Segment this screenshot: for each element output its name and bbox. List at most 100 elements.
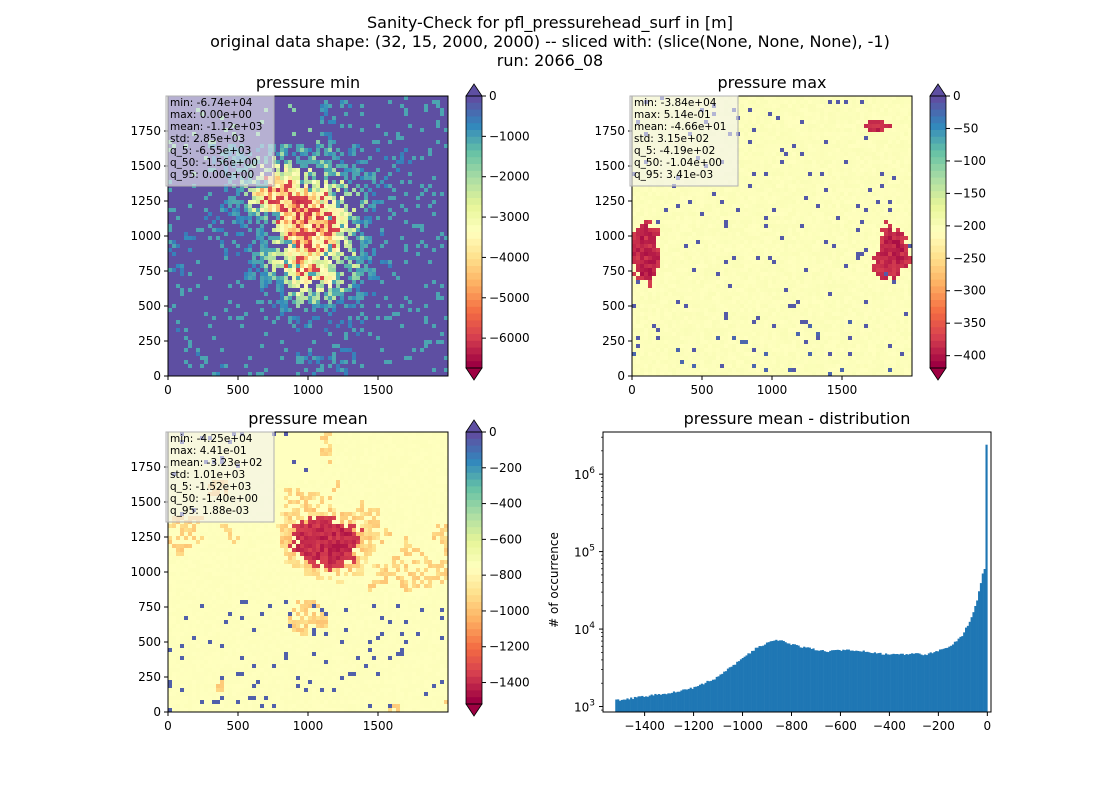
heatmap-cell [368,236,372,240]
heatmap-cell [228,340,232,344]
heatmap-cell [268,268,272,272]
heatmap-cell [352,228,356,232]
heatmap-cell [412,240,416,244]
heatmap-cell [256,200,260,204]
heatmap-cell [312,280,316,284]
heatmap-cell [260,224,264,228]
heatmap-cell [308,164,312,168]
heatmap-cell [392,104,396,108]
heatmap-cell [344,340,348,344]
heatmap-cell [420,184,424,188]
heatmap-cell [284,320,288,324]
heatmap-cell [332,176,336,180]
heatmap-cell [236,228,240,232]
heatmap-cell [272,204,276,208]
heatmap-cell [384,364,388,368]
heatmap-cell [236,272,240,276]
heatmap-cell [408,364,412,368]
heatmap-cell [352,300,356,304]
heatmap-cell [192,340,196,344]
heatmap-cell [220,200,224,204]
heatmap-cell [268,204,272,208]
heatmap-cell [396,344,400,348]
heatmap-cell [324,184,328,188]
heatmap-cell [440,344,444,348]
heatmap-cell [272,212,276,216]
heatmap-cell [396,136,400,140]
heatmap-cell [432,96,436,100]
heatmap-cell [364,176,368,180]
heatmap-cell [248,300,252,304]
heatmap-cell [212,236,216,240]
colorbar-segment [466,157,482,164]
heatmap-cell [432,116,436,120]
heatmap-cell [388,108,392,112]
heatmap-cell [316,180,320,184]
heatmap-cell [176,312,180,316]
heatmap-cell [244,320,248,324]
heatmap-cell [232,188,236,192]
heatmap-cell [432,240,436,244]
heatmap-cell [420,168,424,172]
heatmap-cell [264,272,268,276]
heatmap-cell [324,288,328,292]
heatmap-cell [300,192,304,196]
heatmap-cell [396,196,400,200]
heatmap-cell [168,336,172,340]
heatmap-cell [416,192,420,196]
heatmap-cell [320,156,324,160]
heatmap-cell [400,188,404,192]
heatmap-cell [176,356,180,360]
heatmap-cell [404,132,408,136]
heatmap-cell [296,264,300,268]
heatmap-cell [432,172,436,176]
heatmap-cell [440,316,444,320]
heatmap-cell [300,344,304,348]
heatmap-cell [208,228,212,232]
heatmap-cell [400,252,404,256]
heatmap-cell [420,96,424,100]
heatmap-cell [408,328,412,332]
heatmap-cell [296,312,300,316]
heatmap-cell [212,320,216,324]
heatmap-cell [328,244,332,248]
heatmap-cell [300,208,304,212]
heatmap-cell [228,320,232,324]
heatmap-cell [408,308,412,312]
heatmap-cell [404,288,408,292]
heatmap-cell [308,96,312,100]
heatmap-cell [316,232,320,236]
heatmap-cell [196,348,200,352]
heatmap-cell [272,292,276,296]
heatmap-cell [264,208,268,212]
heatmap-cell [440,308,444,312]
heatmap-cell [420,104,424,108]
heatmap-cell [288,256,292,260]
heatmap-cell [384,256,388,260]
heatmap-cell [436,316,440,320]
heatmap-cell [340,260,344,264]
heatmap-cell [336,280,340,284]
heatmap-cell [408,224,412,228]
heatmap-cell [304,204,308,208]
heatmap-cell [268,364,272,368]
heatmap-cell [320,100,324,104]
stats-line: std: 2.85e+03 [170,133,245,145]
heatmap-cell [400,276,404,280]
heatmap-cell [432,148,436,152]
heatmap-cell [300,228,304,232]
heatmap-cell [324,312,328,316]
y-tick-label: 0 [153,369,161,383]
heatmap-cell [360,328,364,332]
heatmap-cell [416,348,420,352]
heatmap-cell [432,164,436,168]
heatmap-cell [280,132,284,136]
heatmap-cell [320,168,324,172]
heatmap-cell [228,364,232,368]
heatmap-cell [176,284,180,288]
heatmap-cell [292,360,296,364]
heatmap-cell [192,272,196,276]
heatmap-cell [408,108,412,112]
heatmap-cell [436,340,440,344]
heatmap-cell [316,256,320,260]
